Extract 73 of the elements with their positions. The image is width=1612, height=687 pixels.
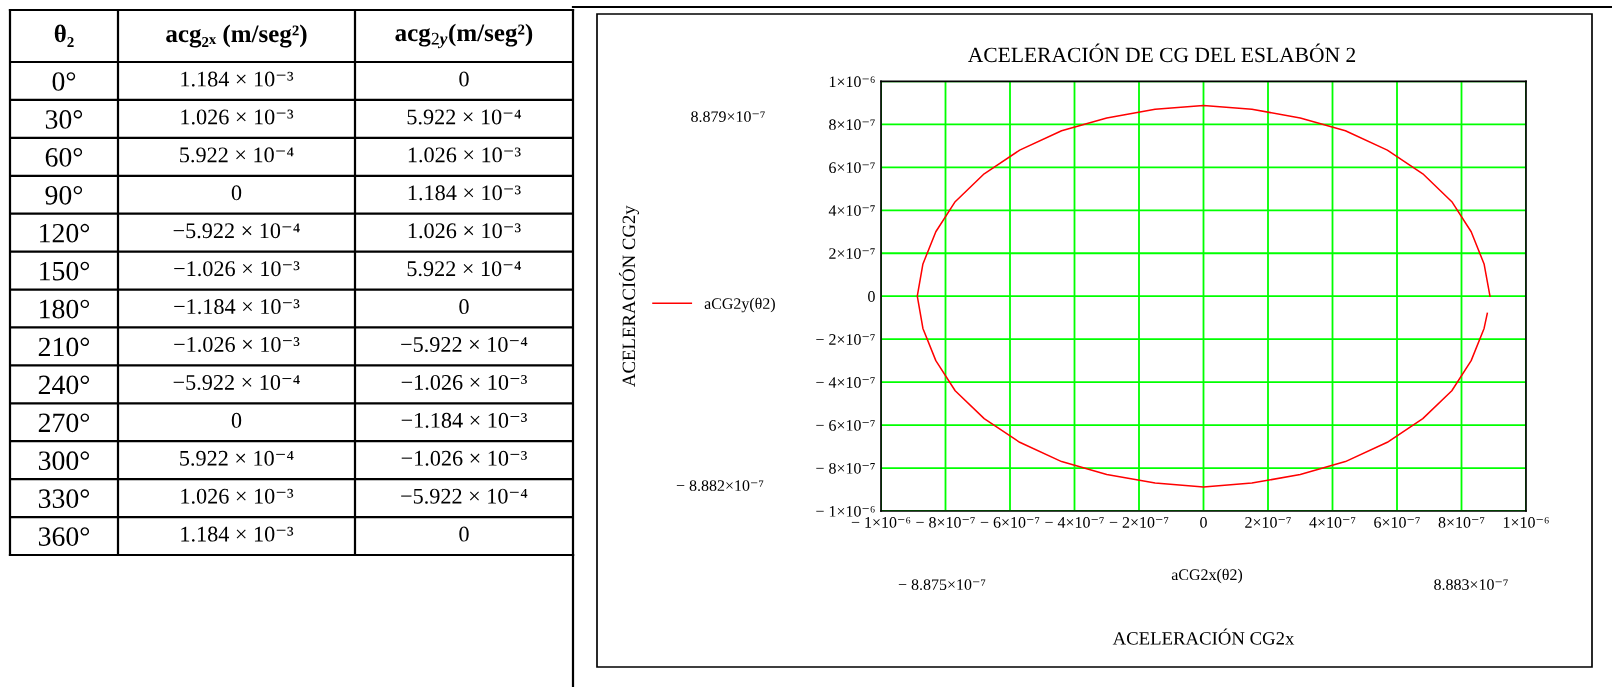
text: −1.184 × 10⁻³ — [401, 412, 527, 428]
text: −1.026 × 10⁻³ — [174, 261, 300, 277]
y-tick-label: 210° — [38, 337, 90, 357]
x-tick-label: − 8×10⁻⁷ — [916, 517, 975, 528]
x-tick-label: − 1×10⁻⁶ — [851, 517, 911, 528]
text: aCG2x(θ2) — [1171, 568, 1243, 584]
text: 5.922 × 10⁻⁴ — [180, 450, 294, 466]
text: 1.026 × 10⁻³ — [408, 147, 521, 163]
x-tick-label: − 6×10⁻⁷ — [980, 517, 1040, 528]
y-tick-label: 360° — [38, 527, 90, 546]
x-tick-label: 1×10⁻⁶ — [1503, 517, 1549, 528]
y-tick-label: 0° — [52, 72, 76, 91]
y-tick-label: 6×10⁻⁷ — [829, 162, 875, 174]
x-tick-label: acg₂ₓ (m/seg²) — [166, 24, 307, 48]
y-tick-label: − 4×10⁻⁷ — [816, 377, 875, 388]
x-tick-label: 0 — [1200, 517, 1207, 528]
text: − 8.875×10⁻⁷ — [898, 579, 986, 591]
y-axis-title: ACELERACIÓN CG2y — [618, 205, 640, 387]
text: 0 — [459, 299, 469, 315]
y-tick-label: − 1×10⁻⁶ — [816, 505, 875, 517]
y-tick-label: 150° — [40, 261, 90, 281]
y-tick-label: 240° — [38, 375, 90, 395]
text: −5.922 × 10⁻⁴ — [401, 336, 528, 353]
x-tick-label: 2×10⁻⁷ — [1245, 517, 1291, 528]
chart-title: ACELERACIÓN DE CG DEL ESLABÓN 2 — [967, 43, 1356, 63]
text: 0 — [231, 185, 242, 201]
text: 0 — [459, 71, 469, 87]
text: 5.922 × 10⁻⁴ — [407, 109, 522, 125]
x-tick-label: acg$_{2y}$(m/seg²) — [395, 23, 533, 49]
text: −1.184 × 10⁻³ — [174, 299, 300, 315]
x-tick-label: − 2×10⁻⁷ — [1109, 517, 1169, 528]
y-tick-label: 180° — [40, 299, 90, 319]
y-tick-label: − 2×10⁻⁷ — [816, 334, 875, 345]
x-tick-label: 4×10⁻⁷ — [1309, 517, 1356, 528]
text: 0 — [231, 412, 242, 428]
y-tick-label: 1×10⁻⁶ — [829, 76, 875, 88]
x-tick-label: 6×10⁻⁷ — [1374, 517, 1420, 528]
text: 1.026 × 10⁻³ — [181, 109, 294, 125]
line-series — [916, 104, 1491, 488]
text: 1.184 × 10⁻³ — [181, 526, 294, 542]
y-tick-label: 270° — [38, 413, 90, 433]
y-tick-label: 330° — [38, 489, 90, 509]
text: −5.922 × 10⁻⁴ — [173, 374, 300, 391]
x-axis-title: ACELERACIÓN CG2x — [1112, 628, 1295, 645]
y-tick-label: 4×10⁻⁷ — [828, 205, 875, 216]
text: −5.922 × 10⁻⁴ — [401, 488, 528, 504]
text: −1.026 × 10⁻³ — [174, 336, 300, 353]
x-tick-label: − 4×10⁻⁷ — [1045, 517, 1104, 528]
y-tick-label: 60° — [45, 147, 83, 167]
text: 8.883×10⁻⁷ — [1434, 579, 1508, 591]
y-tick-label: 300° — [38, 451, 90, 471]
text: 8.879×10⁻⁷ — [691, 111, 765, 123]
y-tick-label: − 8×10⁻⁷ — [816, 462, 875, 474]
y-tick-label: 8×10⁻⁷ — [829, 119, 875, 131]
legend-label: aCG2y(θ2) — [704, 297, 775, 313]
y-tick-label: 120° — [40, 223, 90, 243]
text: − 8.882×10⁻⁷ — [676, 480, 764, 492]
text: 1.026 × 10⁻³ — [181, 488, 294, 504]
text: 5.922 × 10⁻⁴ — [407, 261, 522, 277]
text: 1.184 × 10⁻³ — [181, 71, 294, 87]
y-axis-title: θ₂ — [54, 24, 74, 47]
text: −5.922 × 10⁻⁴ — [173, 223, 300, 239]
y-tick-label: 0 — [868, 291, 875, 302]
text: 5.922 × 10⁻⁴ — [180, 147, 294, 163]
text: 1.026 × 10⁻³ — [408, 223, 521, 239]
text: 1.184 × 10⁻³ — [408, 185, 521, 201]
y-tick-label: 90° — [45, 185, 83, 205]
y-tick-label: 2×10⁻⁷ — [829, 248, 875, 259]
text: −1.026 × 10⁻³ — [401, 450, 527, 466]
x-tick-label: 8×10⁻⁷ — [1438, 517, 1485, 528]
y-tick-label: 30° — [45, 110, 83, 129]
y-tick-label: − 6×10⁻⁷ — [816, 420, 875, 431]
text: −1.026 × 10⁻³ — [401, 374, 527, 391]
